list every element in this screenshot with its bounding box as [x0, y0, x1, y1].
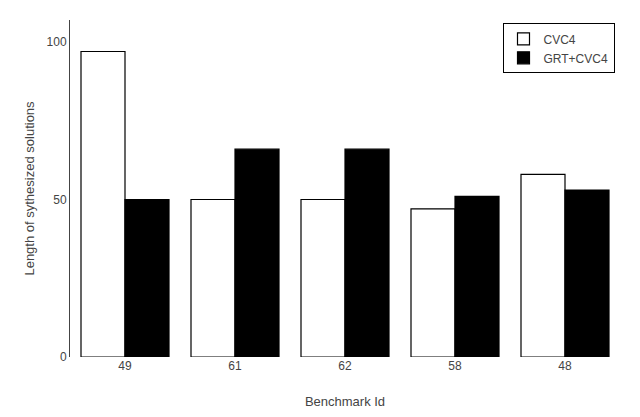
svg-text:Benchmark Id: Benchmark Id — [305, 394, 385, 409]
svg-text:62: 62 — [338, 359, 352, 373]
svg-text:CVC4: CVC4 — [544, 33, 576, 47]
svg-text:0: 0 — [60, 350, 67, 364]
svg-text:50: 50 — [53, 193, 67, 207]
svg-text:49: 49 — [118, 359, 132, 373]
svg-text:61: 61 — [228, 359, 242, 373]
svg-text:58: 58 — [448, 359, 462, 373]
svg-text:GRT+CVC4: GRT+CVC4 — [544, 52, 608, 66]
svg-text:Length of sythesized solutions: Length of sythesized solutions — [22, 101, 37, 276]
svg-text:48: 48 — [558, 359, 572, 373]
svg-text:100: 100 — [47, 35, 67, 49]
